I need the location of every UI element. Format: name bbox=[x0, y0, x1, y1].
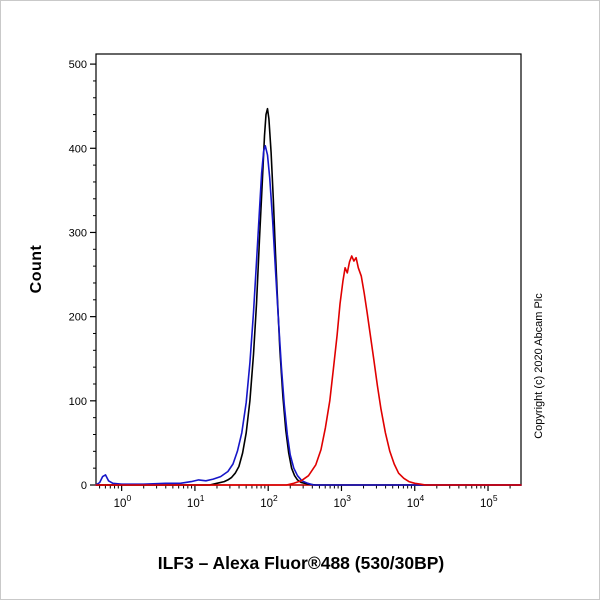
y-tick-label: 300 bbox=[69, 227, 87, 239]
x-axis: 100 101 102 103 104 105 bbox=[114, 485, 498, 510]
x-tick-label: 100 bbox=[114, 493, 132, 510]
series-blue bbox=[95, 145, 522, 486]
y-axis-minor-ticks bbox=[93, 80, 96, 469]
x-tick-label: 104 bbox=[407, 493, 425, 510]
y-axis: 0 100 200 300 400 500 bbox=[69, 59, 96, 492]
chart-title: ILF3 – Alexa Fluor®488 (530/30BP) bbox=[157, 553, 445, 573]
y-tick-label: 100 bbox=[69, 396, 87, 408]
y-axis-title: Count bbox=[28, 244, 45, 294]
copyright-watermark: Copyright (c) 2020 Abcam Plc bbox=[533, 293, 545, 439]
y-tick-label: 400 bbox=[69, 143, 87, 155]
x-tick-label: 101 bbox=[187, 493, 205, 510]
series-red bbox=[95, 255, 522, 486]
x-tick-label: 103 bbox=[333, 493, 351, 510]
y-tick-label: 200 bbox=[69, 312, 87, 324]
x-tick-label: 102 bbox=[260, 493, 278, 510]
y-tick-label: 500 bbox=[69, 59, 87, 71]
y-tick-label: 0 bbox=[81, 480, 87, 492]
x-tick-label: 105 bbox=[480, 493, 498, 510]
plot-frame bbox=[95, 53, 522, 486]
series-black bbox=[95, 107, 522, 486]
